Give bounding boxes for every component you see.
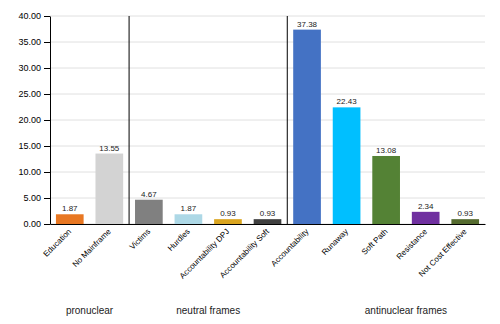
bar	[95, 154, 123, 224]
tick-label: 10.00	[18, 167, 41, 177]
bar	[293, 30, 321, 224]
tick: Runaway	[320, 224, 350, 257]
tick-label: 0.00	[23, 219, 41, 229]
bar	[214, 219, 242, 224]
bar	[56, 214, 84, 224]
bar	[372, 156, 400, 224]
tick-label: Accountability	[269, 227, 310, 268]
data-label: 1.87	[181, 204, 197, 213]
tick-label: 25.00	[18, 89, 41, 99]
axis-line	[51, 224, 486, 225]
tick: 30.00	[18, 63, 50, 73]
tick: Resistance	[395, 224, 430, 261]
data-label: 0.93	[457, 209, 473, 218]
tick-mark	[44, 198, 50, 199]
plot: 0.00 5.00 10.00 15.00 20.00 25.00 30.00 35.00 40…	[18, 11, 485, 316]
group-label: pronuclear	[66, 305, 114, 316]
tick-mark	[44, 68, 50, 69]
separator	[129, 16, 130, 224]
tick: 10.00	[18, 167, 50, 177]
tick-label: 15.00	[18, 141, 41, 151]
y-axis: 0.00 5.00 10.00 15.00 20.00 25.00 30.00 35.00 40…	[18, 11, 50, 229]
bar	[254, 219, 282, 224]
bar	[175, 214, 203, 224]
data-label: 37.38	[297, 20, 318, 29]
tick-mark	[44, 42, 50, 43]
grid-line	[50, 42, 485, 43]
data-label: 22.43	[337, 97, 358, 106]
bar	[333, 107, 361, 224]
chart: 0.00 5.00 10.00 15.00 20.00 25.00 30.00 35.00 40…	[0, 0, 500, 324]
tick-label: 35.00	[18, 37, 41, 47]
grid-line	[50, 16, 485, 17]
data-label: 2.34	[418, 202, 434, 211]
tick: 35.00	[18, 37, 50, 47]
bar	[451, 219, 479, 224]
tick: 25.00	[18, 89, 50, 99]
grid-line	[50, 68, 485, 69]
tick-label: Victims	[128, 227, 152, 251]
x-axis: EducationNo Mainframe Victims Hurdles Accou…	[42, 224, 486, 281]
tick-mark	[44, 224, 50, 225]
bar	[135, 200, 163, 224]
tick: Not Cost Effective	[417, 224, 469, 279]
tick-mark	[44, 120, 50, 121]
data-label: 13.08	[376, 146, 397, 155]
tick-label: 30.00	[18, 63, 41, 73]
tick: 15.00	[18, 141, 50, 151]
data-label: 0.93	[260, 209, 276, 218]
group-label: neutral frames	[176, 305, 240, 316]
tick: Victims	[128, 224, 152, 252]
tick: Accountability	[269, 224, 310, 268]
tick-mark	[44, 16, 50, 17]
grid-line	[50, 120, 485, 121]
grid-line	[50, 94, 485, 95]
tick-label: Hurdles	[166, 227, 192, 253]
tick: Education	[42, 224, 74, 259]
data-labels: 1.87 13.55 4.67 1.87 0.93 0.93 37.38 22.43 13.08…	[62, 20, 474, 219]
tick: Soft Path	[360, 224, 390, 257]
bar	[412, 212, 440, 224]
separator	[287, 16, 288, 224]
axis-line	[50, 17, 51, 225]
tick: 5.00	[23, 193, 50, 203]
tick-mark	[44, 172, 50, 173]
tick: Hurdles	[166, 224, 192, 253]
tick-mark	[44, 94, 50, 95]
tick-label: 20.00	[18, 115, 41, 125]
tick-label: Not Cost Effective	[417, 227, 469, 279]
tick: No Mainframe	[71, 224, 113, 269]
tick: 20.00	[18, 115, 50, 125]
annotations: pronuclear neutral frames antinuclear fram…	[66, 305, 447, 316]
tick-label: Runaway	[320, 227, 350, 257]
tick-label: 5.00	[23, 193, 41, 203]
grid	[50, 16, 485, 224]
tick-label: No Mainframe	[71, 227, 113, 269]
data-label: 1.87	[62, 204, 78, 213]
tick-label: Accountability Soft	[218, 226, 271, 279]
data-label: 13.55	[99, 144, 120, 153]
tick-label: Soft Path	[360, 227, 390, 257]
data-label: 4.67	[141, 190, 157, 199]
group-label: antinuclear frames	[365, 305, 447, 316]
data-label: 0.93	[220, 209, 236, 218]
tick-label: Resistance	[395, 227, 430, 262]
tick-label: 40.00	[18, 11, 41, 21]
marks	[56, 16, 479, 224]
tick: 40.00	[18, 11, 50, 21]
tick-label: Education	[42, 227, 74, 259]
tick-mark	[44, 146, 50, 147]
tick: 0.00	[23, 219, 50, 229]
tick: Accountability Soft	[218, 224, 271, 280]
